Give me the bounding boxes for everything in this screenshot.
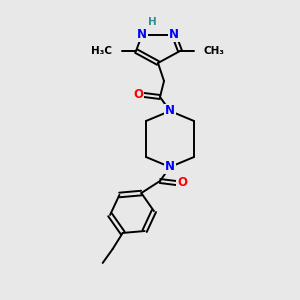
- Text: N: N: [165, 160, 175, 173]
- Text: N: N: [165, 104, 175, 118]
- Text: O: O: [133, 88, 143, 101]
- Text: H: H: [148, 17, 156, 27]
- Text: CH₃: CH₃: [204, 46, 225, 56]
- Text: N: N: [137, 28, 147, 41]
- Text: H₃C: H₃C: [91, 46, 112, 56]
- Text: O: O: [177, 176, 187, 190]
- Text: N: N: [169, 28, 179, 41]
